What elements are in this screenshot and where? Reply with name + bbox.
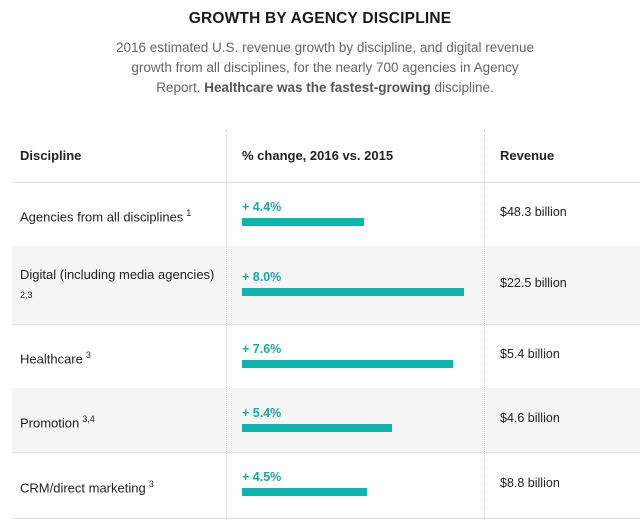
revenue-value: $5.4 billion <box>500 347 560 361</box>
column-header-discipline: Discipline <box>20 148 82 163</box>
revenue-value: $22.5 billion <box>500 276 567 290</box>
table-row: Promotion 3,4 + 5.4% $4.6 billion <box>12 388 640 453</box>
growth-bar <box>242 360 453 368</box>
revenue-value: $8.8 billion <box>500 476 560 490</box>
footnote-marker: 2,3 <box>20 290 33 300</box>
pct-change-label: + 4.5% <box>242 470 282 484</box>
discipline-label: Healthcare 3 <box>20 347 220 367</box>
discipline-text: Digital (including media agencies) <box>20 267 215 282</box>
table-row: Agencies from all disciplines 1 + 4.4% $48.… <box>12 182 640 248</box>
chart-subtitle: 2016 estimated U.S. revenue growth by di… <box>110 38 540 98</box>
growth-bar <box>242 488 367 496</box>
table-row: Healthcare 3 + 7.6% $5.4 billion <box>12 324 640 389</box>
column-divider <box>484 130 485 520</box>
discipline-label: Agencies from all disciplines 1 <box>20 205 220 225</box>
growth-bar <box>242 288 464 296</box>
pct-change-label: + 5.4% <box>242 406 282 420</box>
pct-change-label: + 8.0% <box>242 270 282 284</box>
discipline-text: Agencies from all disciplines <box>20 209 184 225</box>
revenue-value: $4.6 billion <box>500 411 560 425</box>
discipline-text: CRM/direct marketing <box>20 480 146 496</box>
growth-bar <box>242 218 365 226</box>
table-row: CRM/direct marketing 3 + 4.5% $8.8 billion <box>12 452 640 519</box>
pct-change-label: + 4.4% <box>242 200 282 214</box>
column-header-revenue: Revenue <box>500 148 555 163</box>
revenue-value: $48.3 billion <box>500 205 567 219</box>
subtitle-text-end: discipline. <box>430 80 494 95</box>
discipline-text: Promotion <box>20 415 80 431</box>
chart-title: GROWTH BY AGENCY DISCIPLINE <box>188 10 452 27</box>
discipline-label: Promotion 3,4 <box>20 411 220 431</box>
subtitle-highlight: Healthcare was the fastest-growing <box>204 80 431 95</box>
discipline-label: CRM/direct marketing 3 <box>20 476 220 496</box>
footnote-marker: 3,4 <box>82 414 95 424</box>
table-header: Discipline % change, 2016 vs. 2015 Reven… <box>12 130 640 183</box>
footnote-marker: 1 <box>186 208 192 218</box>
footnote-marker: 3 <box>85 350 91 360</box>
column-header-pct-change: % change, 2016 vs. 2015 <box>242 148 394 163</box>
growth-bar <box>242 424 392 432</box>
table-row: Digital (including media agencies) 2,3 + 8… <box>12 246 640 325</box>
subtitle-text: 2016 estimated U.S. revenue growth by di… <box>116 40 534 95</box>
discipline-text: Healthcare <box>20 351 83 367</box>
pct-change-label: + 7.6% <box>242 342 282 356</box>
growth-table: Discipline % change, 2016 vs. 2015 Reven… <box>12 130 640 520</box>
column-divider <box>226 130 227 520</box>
discipline-label: Digital (including media agencies) 2,3 <box>20 266 220 304</box>
footnote-marker: 3 <box>148 479 154 489</box>
